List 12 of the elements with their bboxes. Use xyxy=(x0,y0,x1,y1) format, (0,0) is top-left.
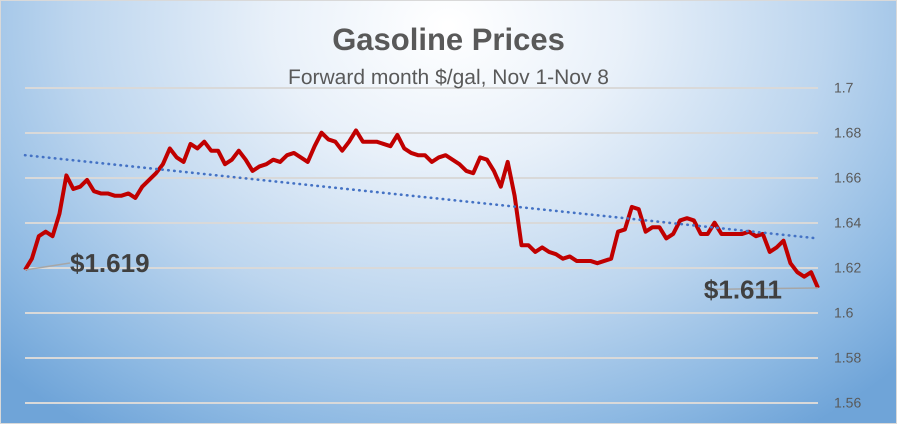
data-label: $1.619 xyxy=(70,248,150,278)
y-tick-label: 1.64 xyxy=(834,214,862,231)
chart-subtitle: Forward month $/gal, Nov 1-Nov 8 xyxy=(288,66,609,89)
y-tick-label: 1.66 xyxy=(834,170,862,186)
data-label: $1.611 xyxy=(704,274,782,304)
y-tick-label: 1.56 xyxy=(834,394,862,411)
y-tick-label: 1.58 xyxy=(834,350,862,366)
y-tick-label: 1.68 xyxy=(834,124,862,141)
y-tick-label: 1.62 xyxy=(834,260,862,276)
chart-title: Gasoline Prices xyxy=(332,22,565,57)
y-tick-label: 1.6 xyxy=(834,304,854,321)
y-tick-label: 1.7 xyxy=(834,80,854,96)
